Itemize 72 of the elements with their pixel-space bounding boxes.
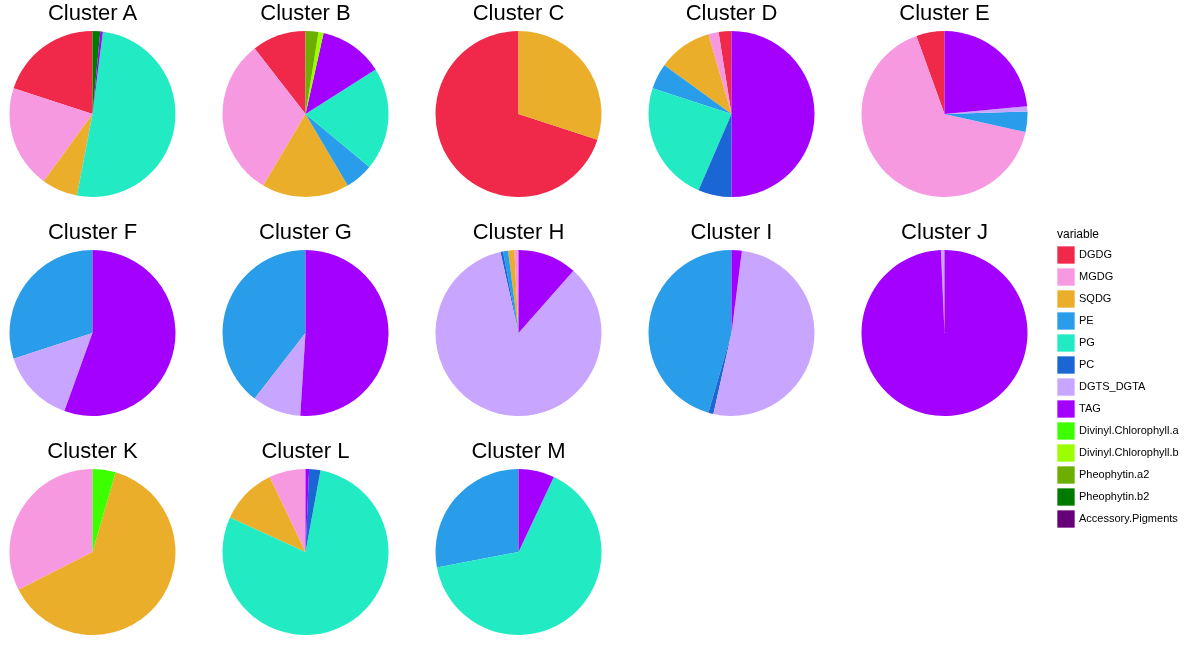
pie-slice (518, 250, 574, 333)
pie-slice (435, 31, 598, 197)
chart-title: Cluster F (47, 219, 138, 244)
pie-slice (718, 31, 732, 114)
pie-slice (269, 469, 306, 552)
pie-slice (435, 469, 519, 568)
chart-title: Cluster A (47, 0, 138, 25)
pie-slice (43, 114, 93, 196)
pie-slice (861, 250, 1028, 416)
pie-slice (664, 34, 732, 114)
pie-slice (708, 32, 732, 114)
pie-slice (305, 33, 376, 114)
legend-label: Divinyl.Chlorophyll.b (1079, 446, 1179, 458)
chart-title: Cluster J (901, 219, 988, 244)
legend-label: PE (1079, 314, 1094, 326)
chart-title: Cluster G (259, 219, 352, 244)
pie-slice (305, 114, 370, 186)
chart-title: Cluster L (261, 438, 350, 463)
pie-slice (18, 472, 176, 635)
legend-label: MGDG (1079, 270, 1114, 282)
legend-label: SQDG (1079, 292, 1112, 304)
pie-slice (9, 469, 93, 590)
pie-slice (436, 476, 602, 635)
pie-slice (305, 69, 389, 167)
pie-slice (698, 114, 732, 197)
legend-label: Accessory.Pigments (1079, 512, 1179, 524)
legend-label: DGDG (1079, 248, 1112, 260)
pie-slice (514, 250, 519, 333)
pie-slice (731, 31, 815, 197)
chart-title: Cluster D (685, 0, 778, 25)
pie-slice (13, 31, 93, 114)
pie-slice (708, 333, 732, 414)
chart-title: Cluster C (472, 0, 565, 25)
chart-title: Cluster I (690, 219, 773, 244)
legend-label: Pheophytin.b2 (1079, 490, 1150, 502)
pie-slice (92, 469, 116, 552)
legend-label: Divinyl.Chlorophyll.a (1079, 424, 1180, 436)
pie-slice (76, 31, 176, 197)
chart-title: Cluster K (47, 438, 139, 463)
pie-slice (648, 88, 732, 191)
pie-slice (518, 31, 602, 140)
pie-slice (64, 250, 176, 416)
legend-label: DGTS_DGTA (1079, 380, 1147, 392)
pie-slice (254, 31, 306, 114)
chart-title: Cluster H (472, 219, 565, 244)
pie-slice (916, 31, 945, 114)
chart-title: Cluster E (899, 0, 990, 25)
legend-label: PC (1079, 358, 1095, 370)
pie-slice (254, 333, 306, 416)
pie-slice (263, 114, 348, 197)
pie-slice (648, 250, 732, 413)
pie-slice (222, 48, 306, 186)
pie-slice (518, 469, 554, 552)
pie-slice (713, 250, 815, 416)
pie-slice (861, 35, 1026, 197)
legend-label: Pheophytin.a2 (1079, 468, 1150, 480)
legend-label: PG (1079, 336, 1095, 348)
pie-slice (435, 252, 602, 416)
pie-slice (652, 65, 732, 114)
pie-slice (222, 470, 389, 635)
pie-slice (300, 250, 389, 416)
pie-slice (229, 477, 306, 552)
legend-label: TAG (1079, 402, 1101, 414)
pie-slice (944, 31, 1028, 114)
chart-title: Cluster M (471, 438, 566, 463)
pie-slice (222, 250, 306, 399)
pie-slice (944, 111, 1028, 133)
chart-title: Cluster B (260, 0, 351, 25)
pie-slice (9, 88, 93, 182)
legend-title: variable (1057, 227, 1100, 241)
pie-slice (13, 333, 93, 412)
pie-slice (9, 250, 93, 359)
